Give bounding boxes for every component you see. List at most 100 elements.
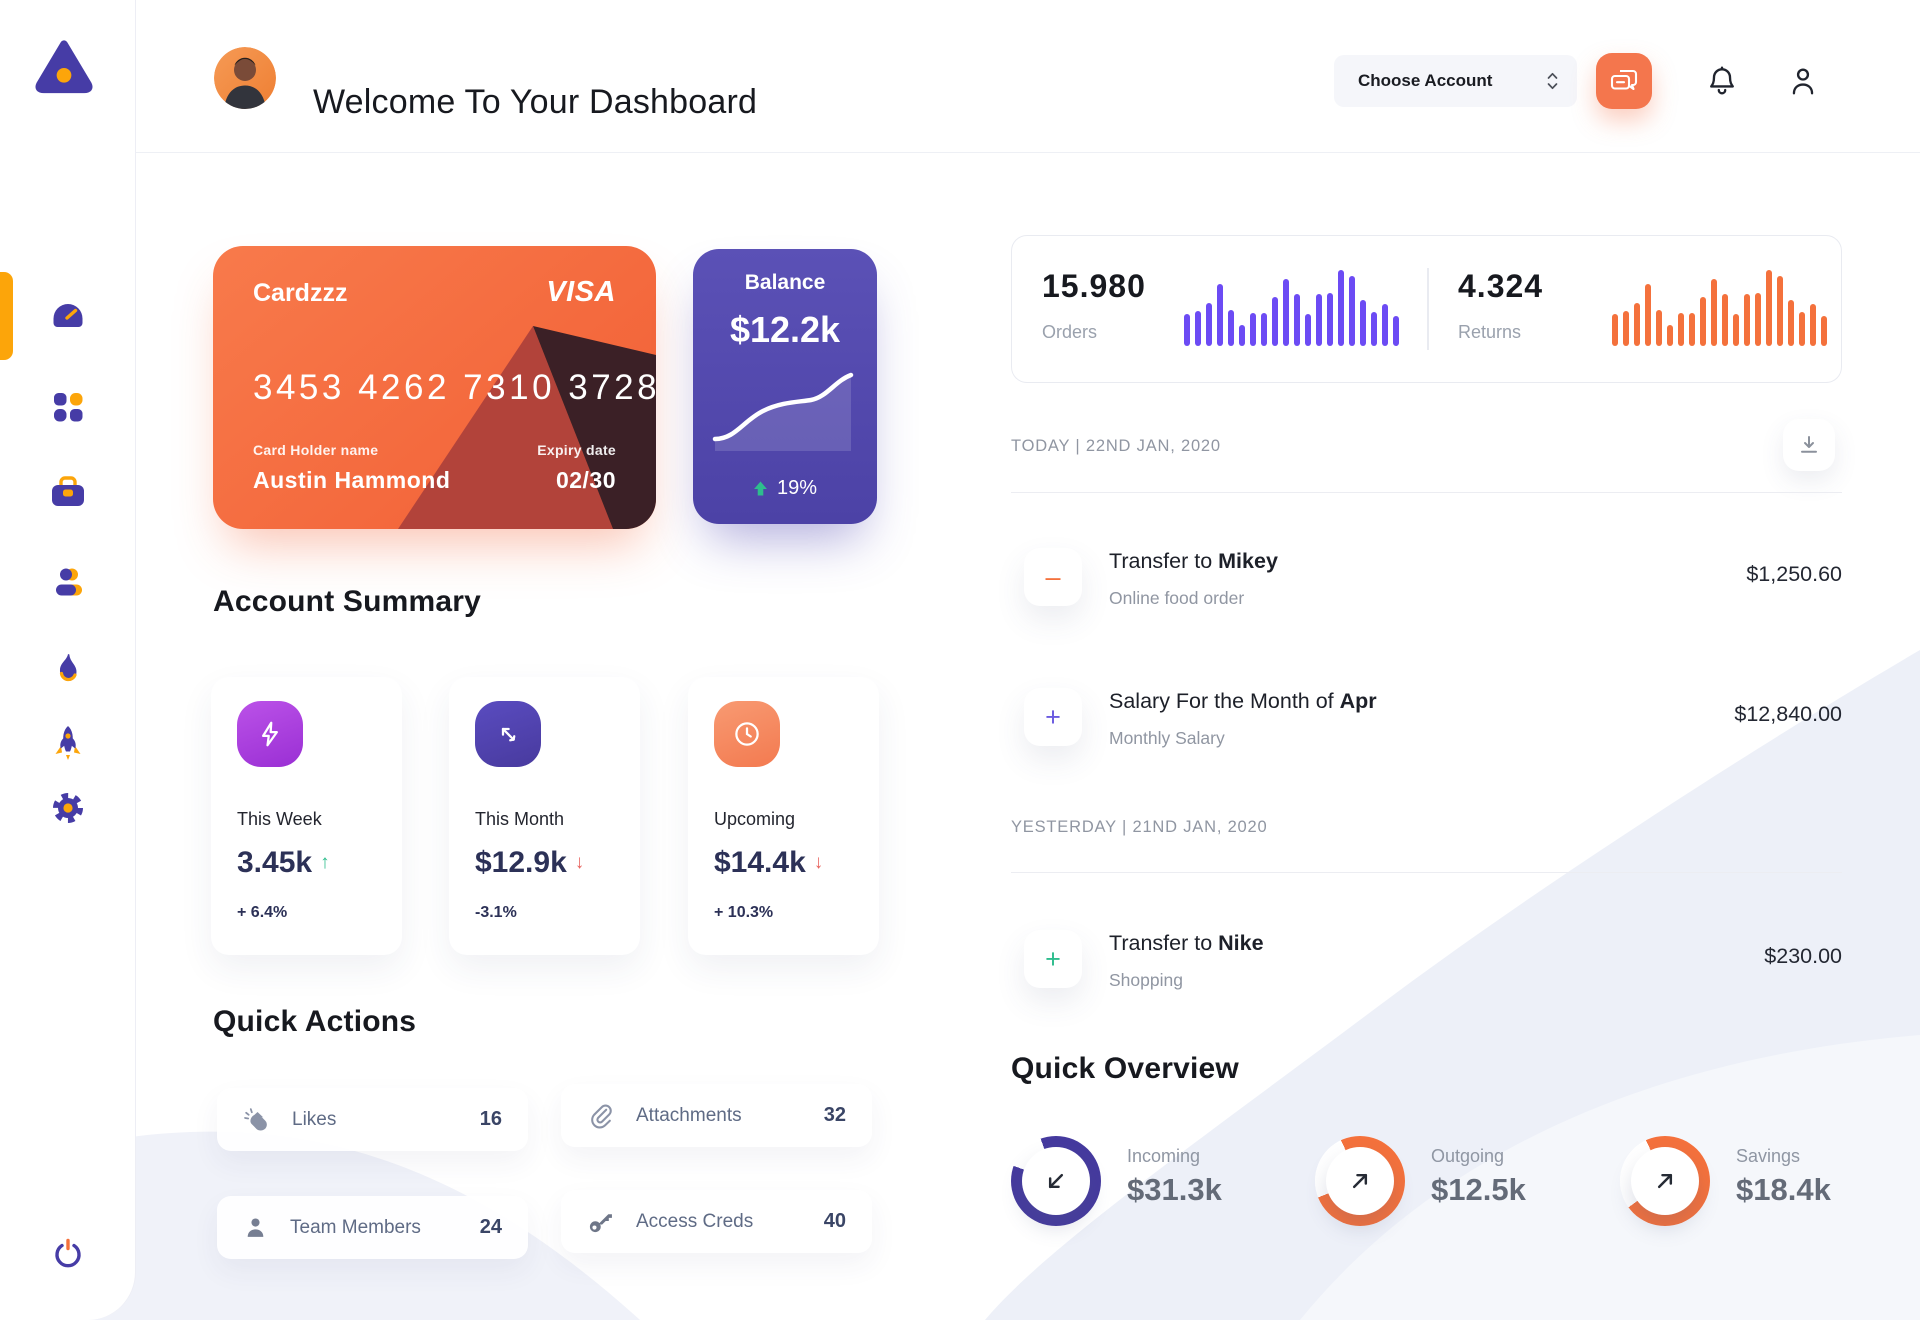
balance-card: Balance $12.2k 19%	[693, 249, 877, 524]
sidebar-active-indicator	[0, 272, 13, 360]
divider	[1011, 872, 1842, 873]
credit-card: Cardzzz VISA 3453 4262 7310 3728 Card Ho…	[213, 246, 656, 529]
quick-action-count: 16	[479, 1108, 502, 1130]
member-icon	[247, 1218, 264, 1237]
user-icon	[55, 568, 82, 596]
quick-action-count: 40	[823, 1210, 846, 1232]
yesterday-heading: YESTERDAY | 21ND JAN, 2020	[1011, 818, 1268, 836]
quick-action-label: Attachments	[636, 1104, 742, 1126]
summary-card-this-month: This Month $12.9k ↓ -3.1%	[449, 677, 640, 955]
overview-label: Outgoing	[1431, 1146, 1505, 1166]
arrow-upleft-icon-badge	[475, 701, 541, 767]
expiry-label: Expiry date	[537, 442, 616, 458]
transaction-amount: $12,840.00	[1734, 702, 1842, 726]
quick-action-label: Likes	[292, 1108, 337, 1130]
quick-overview-title: Quick Overview	[1011, 1052, 1239, 1085]
notifications-button[interactable]	[1705, 64, 1739, 98]
sidebar-item-logout[interactable]	[0, 1234, 135, 1274]
sidebar	[0, 0, 136, 1320]
quick-action-attachments[interactable]: Attachments 32	[561, 1084, 872, 1147]
summary-label: Upcoming	[714, 809, 796, 829]
sidebar-item-users[interactable]	[0, 562, 135, 602]
arrow-up-right-icon	[1352, 1173, 1368, 1189]
summary-value: $12.9k	[475, 846, 567, 879]
briefcase-icon	[51, 476, 84, 506]
quick-action-label: Team Members	[290, 1216, 421, 1238]
returns-value: 4.324	[1458, 268, 1544, 304]
quick-action-likes[interactable]: Likes 16	[217, 1088, 528, 1151]
avatar[interactable]	[214, 47, 276, 109]
transaction-sign-icon: +	[1024, 688, 1082, 746]
overview-amount: $18.4k	[1736, 1172, 1831, 1207]
up-arrow-icon	[754, 481, 767, 496]
summary-percent: + 6.4%	[237, 904, 288, 921]
outgoing-donut	[1315, 1136, 1405, 1226]
stats-divider	[1427, 268, 1429, 350]
overview-label: Savings	[1736, 1146, 1801, 1166]
card-name: Cardzzz	[253, 279, 348, 307]
quick-action-access-creds[interactable]: Access Creds 40	[561, 1190, 872, 1253]
flame-icon	[59, 654, 77, 682]
rocket-icon	[55, 726, 80, 760]
balance-sparkline	[712, 372, 854, 451]
transaction-subtitle: Online food order	[1109, 588, 1245, 608]
transaction-sign-icon: +	[1024, 930, 1082, 988]
power-icon	[54, 1238, 81, 1268]
orders-value: 15.980	[1042, 268, 1146, 304]
sidebar-item-apps[interactable]	[0, 387, 135, 427]
download-icon	[1801, 436, 1817, 453]
returns-label: Returns	[1458, 322, 1522, 342]
select-chevrons-icon	[1547, 72, 1558, 90]
summary-percent: -3.1%	[475, 904, 517, 921]
returns-stat: 4.324 Returns	[1428, 236, 1843, 382]
transaction-title: Salary For the Month of	[1109, 689, 1340, 713]
summary-label: This Month	[475, 809, 565, 829]
arrow-up-right-icon	[1657, 1173, 1673, 1189]
card-number: 3453 4262 7310 3728	[253, 368, 656, 407]
transaction-title: Transfer to	[1109, 549, 1219, 573]
sidebar-item-trending[interactable]	[0, 650, 135, 690]
transaction-title-bold: Mikey	[1218, 549, 1278, 573]
sidebar-item-work[interactable]	[0, 472, 135, 512]
orders-returns-card: 15.980 Orders 4.324 Returns	[1011, 235, 1842, 383]
sidebar-item-launch[interactable]	[0, 723, 135, 763]
grid-icon	[53, 393, 82, 422]
expiry-value: 02/30	[555, 467, 616, 493]
account-select[interactable]: Choose Account	[1334, 55, 1577, 107]
orders-stat: 15.980 Orders	[1012, 236, 1427, 382]
transaction-title-bold: Nike	[1218, 931, 1264, 955]
trend-arrow-icon: ↓	[813, 852, 824, 873]
page-title: Welcome To Your Dashboard	[313, 82, 758, 121]
overview-amount: $12.5k	[1431, 1172, 1526, 1207]
savings-donut	[1620, 1136, 1710, 1226]
balance-label: Balance	[744, 271, 826, 294]
trend-arrow-icon: ↓	[574, 852, 585, 873]
overview-label: Incoming	[1127, 1146, 1201, 1166]
quick-action-label: Access Creds	[636, 1210, 754, 1232]
paperclip-icon	[591, 1104, 612, 1129]
summary-percent: + 10.3%	[714, 904, 774, 921]
download-button[interactable]	[1783, 419, 1835, 471]
summary-value: $14.4k	[714, 846, 806, 879]
arrow-down-left-icon	[1048, 1173, 1064, 1189]
overview-incoming: Incoming $31.3k	[1011, 1136, 1291, 1228]
incoming-donut	[1011, 1136, 1101, 1226]
profile-button[interactable]	[1786, 64, 1820, 98]
quick-action-count: 24	[479, 1216, 502, 1238]
card-triangles	[398, 326, 656, 529]
quick-actions-title: Quick Actions	[213, 1005, 417, 1038]
sidebar-item-settings[interactable]	[0, 788, 135, 828]
summary-value: 3.45k	[237, 846, 313, 879]
key-icon	[589, 1214, 612, 1233]
balance-change: 19%	[776, 477, 818, 499]
transaction-sign-icon: –	[1024, 548, 1082, 606]
person-icon	[1792, 68, 1814, 95]
sidebar-item-dashboard[interactable]	[0, 296, 135, 336]
balance-amount: $12.2k	[729, 309, 841, 350]
messages-button[interactable]	[1596, 53, 1652, 109]
summary-card-upcoming: Upcoming $14.4k ↓ + 10.3%	[688, 677, 879, 955]
speedometer-icon	[53, 304, 82, 327]
overview-outgoing: Outgoing $12.5k	[1315, 1136, 1595, 1228]
quick-action-team-members[interactable]: Team Members 24	[217, 1196, 528, 1259]
app-logo[interactable]	[33, 38, 95, 94]
